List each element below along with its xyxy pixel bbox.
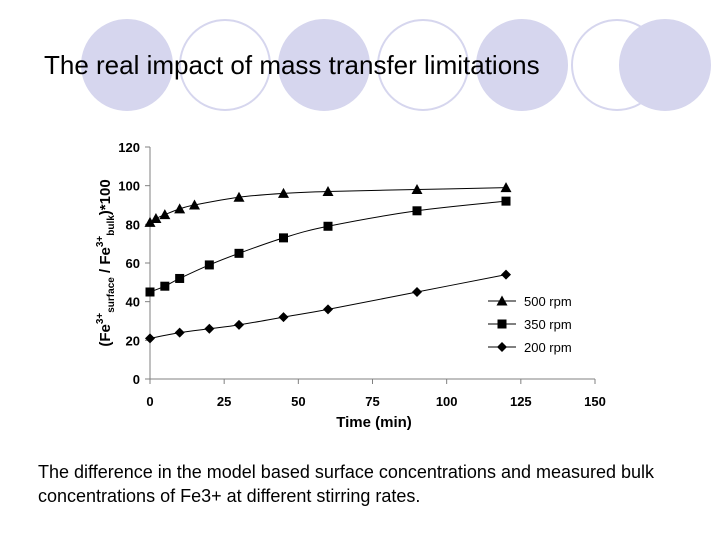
legend-item: 500 rpm (488, 294, 572, 309)
data-point-triangle (500, 182, 512, 193)
series-triangle (144, 182, 512, 227)
slide-caption: The difference in the model based surfac… (38, 462, 655, 506)
line-chart: 0 20 40 60 80 100 120 0 25 50 75 100 125 150 500 rpm 3… (95, 140, 606, 431)
y-tick-label: 20 (126, 333, 140, 348)
data-point-square (175, 273, 185, 283)
data-point-diamond (323, 304, 333, 315)
data-point-diamond (204, 323, 215, 334)
legend-marker-square (497, 319, 507, 329)
series-diamond (145, 269, 511, 344)
legend-marker-diamond (497, 342, 507, 352)
data-point-diamond (412, 287, 422, 297)
y-tick-label: 40 (126, 295, 140, 310)
legend-item: 200 rpm (488, 340, 572, 355)
data-point-triangle (411, 184, 423, 195)
data-point-square (501, 196, 511, 206)
series-line (149, 200, 507, 293)
decorative-circle (476, 19, 568, 111)
series-square (145, 196, 511, 297)
data-point-square (323, 221, 333, 231)
data-point-square (160, 281, 170, 291)
x-tick-label: 125 (510, 394, 532, 409)
data-point-triangle (233, 191, 245, 202)
data-point-diamond (278, 312, 289, 323)
data-point-triangle (189, 199, 200, 210)
y-tick-label: 60 (126, 256, 140, 271)
data-point-diamond (234, 319, 244, 330)
slide-title: The real impact of mass transfer limitat… (44, 50, 540, 80)
x-tick-label: 25 (217, 394, 231, 409)
decorative-circles (81, 19, 711, 111)
legend-label: 350 rpm (524, 317, 572, 332)
data-point-square (145, 287, 155, 297)
chart-legend: 500 rpm 350 rpm 200 rpm (488, 294, 572, 355)
y-axis-label: (Fe3+surface / Fe3+bulk)*100 (95, 179, 117, 346)
legend-item: 350 rpm (488, 317, 572, 332)
legend-marker-triangle (496, 295, 508, 306)
decorative-circle (179, 19, 271, 111)
data-point-triangle (159, 209, 171, 220)
x-tick-label: 50 (291, 394, 305, 409)
x-tick-label: 100 (436, 394, 458, 409)
y-tick-label: 120 (118, 140, 140, 155)
data-point-triangle (144, 216, 156, 227)
decorative-circle (619, 19, 711, 111)
data-point-square (204, 260, 214, 270)
x-axis-label: Time (min) (336, 414, 412, 431)
data-point-diamond (501, 269, 511, 280)
data-point-triangle (150, 213, 162, 224)
decorative-circle (81, 19, 173, 111)
y-tick-label: 100 (118, 179, 140, 194)
x-tick-label: 150 (584, 394, 606, 409)
x-tick-label: 0 (146, 394, 153, 409)
data-point-square (279, 233, 288, 243)
data-point-square (412, 206, 422, 216)
data-point-triangle (322, 185, 334, 196)
data-point-triangle (174, 203, 186, 214)
decorative-circle (278, 19, 370, 111)
decorative-circle (377, 19, 469, 111)
data-point-triangle (278, 187, 289, 198)
legend-label: 500 rpm (524, 294, 572, 309)
data-point-square (234, 248, 244, 258)
x-tick-label: 75 (365, 394, 379, 409)
y-tick-label: 0 (133, 372, 140, 387)
chart-ticks: 0 20 40 60 80 100 120 0 25 50 75 100 125 150 (118, 140, 606, 409)
chart-series (144, 182, 512, 344)
y-tick-label: 80 (126, 217, 140, 232)
series-line (149, 187, 507, 223)
legend-label: 200 rpm (524, 340, 572, 355)
data-point-diamond (174, 327, 185, 338)
data-point-diamond (145, 333, 155, 344)
